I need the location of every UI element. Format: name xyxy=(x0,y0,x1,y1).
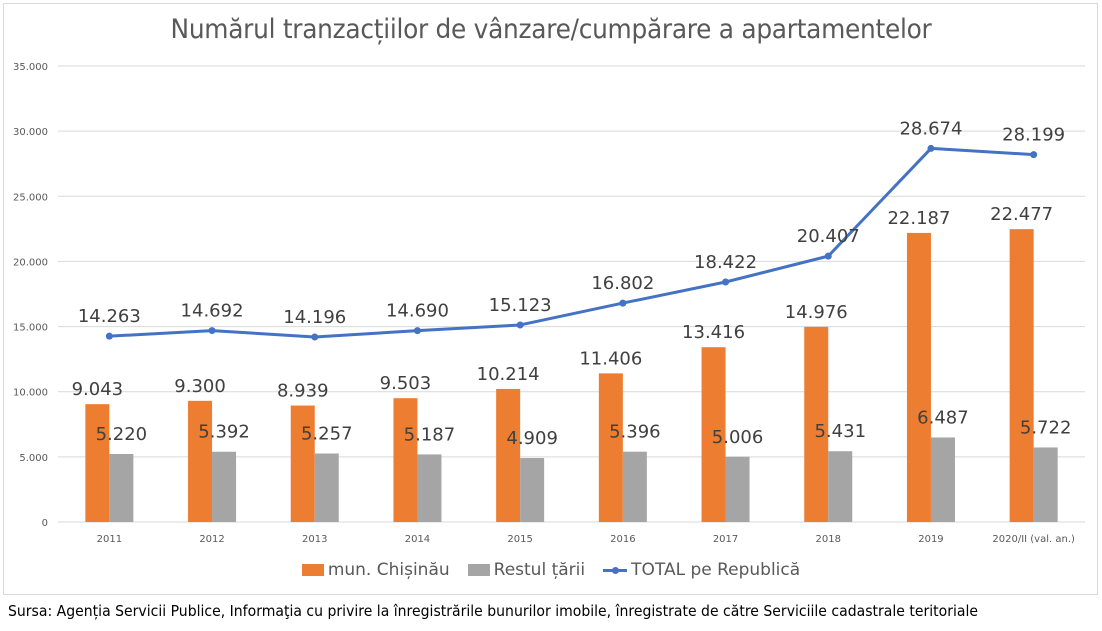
data-label-total: 28.199 xyxy=(1002,125,1065,146)
legend-label-chisinau: mun. Chișinău xyxy=(327,560,450,580)
data-label-restul-tarii: 5.392 xyxy=(198,422,250,443)
x-tick-label: 2020/II (val. an.) xyxy=(992,534,1075,545)
bar-restul-tarii xyxy=(725,456,750,522)
data-label-restul-tarii: 5.187 xyxy=(404,424,456,445)
data-label-chisinau: 9.043 xyxy=(72,379,124,400)
data-label-chisinau: 11.406 xyxy=(579,348,642,369)
data-label-total: 15.123 xyxy=(489,295,552,316)
y-tick-label: 25.000 xyxy=(13,192,48,203)
bar-restul-tarii xyxy=(417,454,442,522)
x-tick-label: 2014 xyxy=(405,534,430,545)
data-label-total: 14.263 xyxy=(78,306,141,327)
data-label-chisinau: 13.416 xyxy=(682,322,745,343)
total-marker xyxy=(619,299,627,307)
data-label-chisinau: 9.300 xyxy=(174,376,226,397)
bar-chisinau xyxy=(804,326,829,522)
data-label-chisinau: 10.214 xyxy=(477,364,540,385)
source-note: Sursa: Agenția Servicii Publice, Informa… xyxy=(8,602,979,620)
data-label-restul-tarii: 6.487 xyxy=(917,407,969,428)
x-tick-label: 2016 xyxy=(610,534,635,545)
y-tick-label: 30.000 xyxy=(13,127,48,138)
data-label-restul-tarii: 5.722 xyxy=(1020,417,1072,438)
bar-chisinau xyxy=(701,347,726,522)
data-label-total: 18.422 xyxy=(694,252,757,273)
total-line-layer xyxy=(105,144,1038,341)
bar-restul-tarii xyxy=(622,451,647,522)
legend-swatch-restul-tarii xyxy=(467,564,490,576)
bar-restul-tarii xyxy=(1033,447,1058,522)
data-label-restul-tarii: 5.257 xyxy=(301,424,353,445)
legend: mun. Chișinău Restul țării TOTAL pe Repu… xyxy=(0,560,1102,580)
data-label-total: 14.692 xyxy=(181,301,244,322)
data-label-total: 28.674 xyxy=(899,118,962,139)
bars xyxy=(85,229,1058,522)
legend-line-marker-icon xyxy=(603,564,628,576)
total-marker xyxy=(516,321,524,329)
total-marker xyxy=(311,333,319,341)
total-marker xyxy=(722,278,730,286)
bar-chisinau xyxy=(188,400,213,522)
x-tick-label: 2018 xyxy=(816,534,841,545)
bar-restul-tarii xyxy=(212,451,237,522)
legend-swatch-chisinau xyxy=(301,564,324,576)
data-label-total: 14.690 xyxy=(386,301,449,322)
x-tick-label: 2017 xyxy=(713,534,738,545)
data-label-restul-tarii: 5.431 xyxy=(814,421,866,442)
data-label-restul-tarii: 5.006 xyxy=(712,427,764,448)
y-axis-ticks: 0 5.000 10.000 15.000 20.000 25.000 30.000 35.0… xyxy=(13,62,48,529)
total-marker xyxy=(105,332,113,340)
bar-chisinau xyxy=(496,388,521,522)
bar-chisinau xyxy=(906,232,931,522)
data-labels: 9.043 5.220 9.300 5.392 8.939 5.257 9.503 5.187… xyxy=(72,118,1072,449)
x-axis-ticks: 2011 2012 2013 2014 2015 2016 2017 2018 2019 2020… xyxy=(97,534,1075,545)
bar-restul-tarii xyxy=(520,458,545,522)
x-tick-label: 2015 xyxy=(507,534,532,545)
data-label-total: 14.196 xyxy=(283,307,346,328)
bar-chisinau xyxy=(598,373,623,522)
total-marker xyxy=(1030,151,1038,159)
total-marker xyxy=(927,144,935,152)
y-tick-label: 20.000 xyxy=(13,257,48,268)
data-label-chisinau: 9.503 xyxy=(380,373,432,394)
total-marker xyxy=(413,327,421,335)
legend-label-total: TOTAL pe Republică xyxy=(631,560,801,580)
total-marker xyxy=(824,252,832,260)
bar-chisinau xyxy=(393,398,418,522)
total-line xyxy=(109,146,1034,339)
legend-label-restul-tarii: Restul țării xyxy=(493,560,586,580)
y-tick-label: 5.000 xyxy=(19,453,48,464)
data-label-chisinau: 8.939 xyxy=(277,381,329,402)
bar-chisinau xyxy=(290,405,315,522)
x-tick-label: 2011 xyxy=(97,534,122,545)
data-label-chisinau: 22.477 xyxy=(990,204,1053,225)
chart-title: Numărul tranzacțiilor de vânzare/cumpăra… xyxy=(170,14,932,45)
data-label-restul-tarii: 4.909 xyxy=(506,428,558,449)
bar-restul-tarii xyxy=(828,451,853,522)
x-tick-label: 2012 xyxy=(199,534,224,545)
bar-restul-tarii xyxy=(109,453,134,522)
y-tick-label: 35.000 xyxy=(13,62,48,73)
legend-item-chisinau[interactable]: mun. Chișinău xyxy=(301,560,450,580)
bar-chisinau xyxy=(85,404,110,522)
y-tick-label: 15.000 xyxy=(13,323,48,334)
legend-item-restul-tarii[interactable]: Restul țării xyxy=(467,560,586,580)
data-label-total: 20.407 xyxy=(797,226,860,247)
data-label-restul-tarii: 5.220 xyxy=(96,424,148,445)
total-marker xyxy=(208,327,216,335)
x-tick-label: 2019 xyxy=(918,534,943,545)
bar-restul-tarii xyxy=(930,437,955,522)
bar-chisinau xyxy=(1009,229,1034,522)
y-tick-label: 10.000 xyxy=(13,388,48,399)
data-label-chisinau: 14.976 xyxy=(785,302,848,323)
y-tick-label: 0 xyxy=(42,518,48,529)
bar-restul-tarii xyxy=(314,453,339,522)
data-label-restul-tarii: 5.396 xyxy=(609,422,661,443)
data-label-total: 16.802 xyxy=(591,273,654,294)
data-label-chisinau: 22.187 xyxy=(887,208,950,229)
legend-item-total[interactable]: TOTAL pe Republică xyxy=(603,560,800,580)
x-tick-label: 2013 xyxy=(302,534,327,545)
